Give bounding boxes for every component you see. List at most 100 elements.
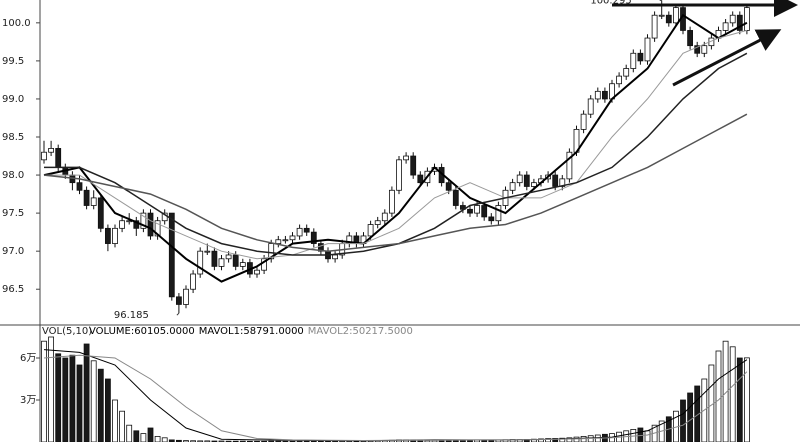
- candle-body: [396, 159, 402, 191]
- y-tick-label: 6万: [20, 353, 36, 364]
- candle-body: [55, 148, 62, 168]
- y-tick-label: 98.0: [2, 170, 24, 181]
- candle-body: [531, 182, 537, 187]
- volume-bar: [76, 364, 83, 442]
- moving-average-line: [43, 113, 748, 252]
- candle-body: [403, 155, 410, 161]
- candle-body: [90, 197, 97, 206]
- candle-body: [509, 182, 516, 191]
- candle-body: [602, 90, 608, 100]
- candle-body: [381, 212, 388, 222]
- y-tick-label: 99.5: [2, 56, 24, 67]
- candle-body: [367, 224, 374, 237]
- candle-body: [239, 262, 246, 267]
- candle-body: [112, 227, 118, 244]
- plot-layer: 96.5 97.0 97.5 98.0 98.5 99.0 99.5 100.0 3万 6万 96.…: [2, 0, 750, 442]
- candle-body: [594, 90, 601, 100]
- candle-body: [225, 254, 232, 260]
- volume-bar: [687, 392, 693, 442]
- volume-bar: [715, 350, 722, 442]
- volume-legend-entry: VOLUME:60105.0000: [89, 326, 195, 337]
- y-tick-label: 97.0: [2, 246, 24, 257]
- candle-body: [303, 227, 310, 233]
- candle-body: [673, 7, 679, 24]
- y-tick-label: 99.0: [2, 94, 24, 105]
- annotation: 100.295: [590, 0, 631, 6]
- candle-body: [197, 250, 204, 275]
- candle-body: [687, 30, 693, 47]
- candle-body: [445, 182, 452, 191]
- candle-body: [488, 216, 495, 222]
- candle-body: [644, 37, 651, 62]
- candle-body: [374, 220, 381, 225]
- volume-legend-entry: MAVOL2:50217.5000: [308, 326, 413, 337]
- candle-body: [665, 14, 672, 24]
- candle-body: [701, 45, 708, 54]
- volume-bar: [452, 440, 459, 442]
- volume-bar: [573, 436, 580, 442]
- candle-body: [48, 148, 54, 153]
- candle-body: [516, 174, 523, 184]
- volume-legend-entry: MAVOL1:58791.0000: [199, 326, 304, 337]
- volume-bar: [83, 343, 90, 442]
- candle-body: [616, 75, 622, 85]
- volume-bar: [566, 437, 573, 442]
- candle-body: [218, 258, 225, 267]
- volume-bar: [140, 433, 147, 442]
- volume-bar: [680, 399, 686, 442]
- candle-body: [587, 98, 594, 115]
- candle-body: [417, 174, 424, 184]
- candle-body: [332, 254, 339, 260]
- candle-body: [147, 212, 154, 237]
- candle-body: [296, 227, 303, 237]
- candle-body: [168, 212, 175, 298]
- annotation-leader: [176, 312, 180, 316]
- volume-bar: [744, 357, 750, 442]
- candle-body: [83, 189, 90, 206]
- volume-bar: [48, 336, 54, 442]
- candle-body: [204, 250, 211, 253]
- volume-bar: [147, 427, 154, 442]
- candle-body: [736, 14, 743, 31]
- candle-body: [275, 239, 282, 244]
- candle-body: [637, 52, 644, 62]
- candle-body: [467, 208, 473, 214]
- candle-body: [481, 205, 488, 218]
- volume-bar: [41, 340, 47, 442]
- volume-bar: [112, 399, 118, 442]
- candle-body: [119, 220, 125, 229]
- volume-bar: [105, 378, 111, 442]
- candle-body: [722, 22, 729, 31]
- volume-bar: [736, 357, 743, 442]
- candle-body: [410, 155, 417, 176]
- candle-body: [729, 14, 736, 24]
- candle-body: [175, 296, 182, 305]
- candle-body: [190, 273, 197, 290]
- volume-title: VOL(5,10): [42, 326, 92, 337]
- candle-body: [694, 45, 701, 54]
- candle-body: [658, 14, 665, 17]
- moving-average-line: [43, 349, 748, 442]
- y-tick-label: 100.0: [2, 18, 31, 29]
- volume-bar: [161, 437, 168, 442]
- candle-body: [282, 239, 289, 242]
- y-tick-label: 96.5: [2, 284, 24, 295]
- candle-body: [474, 205, 481, 214]
- candle-body: [154, 220, 161, 237]
- volume-bar: [694, 385, 701, 442]
- candle-body: [744, 7, 750, 31]
- candle-body: [523, 174, 530, 187]
- volume-bar: [55, 353, 62, 442]
- arrow: [672, 29, 782, 87]
- volume-bar: [126, 424, 133, 442]
- volume-bar: [183, 440, 189, 442]
- candle-body: [140, 212, 147, 229]
- candle-body: [651, 14, 658, 39]
- moving-average-line: [43, 13, 748, 283]
- candle-body: [552, 174, 559, 187]
- candle-body: [232, 254, 239, 267]
- candle-body: [623, 68, 630, 77]
- volume-bar: [154, 435, 161, 442]
